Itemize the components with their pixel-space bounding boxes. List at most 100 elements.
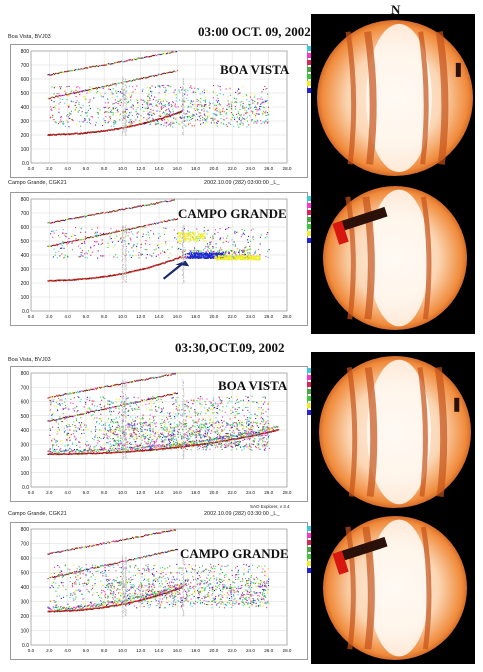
x-tick-label: 22.0: [228, 166, 237, 171]
panel-header-right: 2002.10.09 (282) 03:00:00 _L_: [204, 180, 280, 186]
y-tick-label: 700: [21, 211, 30, 217]
x-tick-label: 28.0: [283, 314, 292, 319]
x-tick-label: 2.0: [46, 648, 53, 653]
y-tick-label: 500: [21, 414, 30, 420]
location-label: BOA VISTA: [220, 62, 290, 77]
mask-marker: [455, 62, 461, 77]
x-tick-label: 4.0: [64, 314, 71, 319]
plasma-bubble-streak: [435, 31, 449, 165]
y-tick-label: 0.0: [22, 309, 29, 315]
x-tick-label: 16.0: [173, 648, 182, 653]
y-tick-label: 300: [21, 442, 30, 448]
y-tick-label: 100: [21, 295, 30, 301]
ionogram-plot: 800 700 600 500 400 300 200 100 0.00.0 2.0 4.0 6.0 8…: [21, 527, 292, 653]
y-tick-label: 0.0: [22, 485, 29, 491]
y-tick-label: 300: [21, 267, 30, 273]
x-tick-label: 10.0: [118, 314, 127, 319]
x-tick-label: 10.0: [118, 166, 127, 171]
x-tick-label: 24.0: [246, 648, 255, 653]
plasma-bubble-streak: [362, 196, 375, 320]
y-tick-label: 700: [21, 63, 30, 69]
x-tick-label: 12.0: [136, 490, 145, 495]
time-title: 03:00 OCT. 09, 2002: [198, 24, 311, 39]
y-tick-label: 400: [21, 428, 30, 434]
location-label: CAMPO GRANDE: [180, 546, 289, 561]
x-tick-label: 20.0: [209, 648, 218, 653]
y-tick-label: 700: [21, 385, 30, 391]
panel-header-left: Campo Grande, CGK21: [8, 511, 67, 517]
x-tick-label: 0.0: [28, 490, 35, 495]
x-tick-label: 0.0: [28, 166, 35, 171]
x-tick-label: 6.0: [83, 648, 90, 653]
x-tick-label: 8.0: [101, 166, 108, 171]
airglow-image: [317, 20, 473, 176]
y-tick-label: 400: [21, 253, 30, 259]
arrow-line: [162, 262, 184, 280]
ionogram-panel: 800 700 600 500 400 300 200 100 0.0 0.0 2.0 4.0 6.0 8…: [10, 522, 308, 660]
airglow-image: [323, 186, 467, 330]
x-tick-label: 22.0: [228, 314, 237, 319]
x-tick-label: 14.0: [155, 648, 164, 653]
ionogram-panel: 800 700 600 500 400 300 200 100 0.0 0.0 2.0 4.0 6.0 8…: [10, 192, 308, 326]
y-tick-label: 200: [21, 281, 30, 287]
plasma-bubble-streak: [362, 526, 375, 650]
ionogram-panel: 800 700 600 500 400 300 200 100 0.0 0.0 2.0 4.0 6.0 8…: [10, 44, 308, 178]
y-tick-label: 0.0: [22, 161, 29, 167]
y-tick-label: 300: [21, 119, 30, 125]
x-tick-label: 26.0: [264, 314, 273, 319]
ionogram-plot: 800 700 600 500 400 300 200 100 0.00.0 2.0 4.0 6.0 8…: [21, 371, 292, 495]
location-label: BOA VISTA: [218, 378, 288, 393]
x-tick-label: 22.0: [228, 648, 237, 653]
all-sky-image: [311, 352, 475, 512]
x-tick-label: 18.0: [191, 314, 200, 319]
y-tick-label: 300: [21, 600, 30, 606]
x-tick-label: 10.0: [118, 490, 127, 495]
ionogram-panel: 800 700 600 500 400 300 200 100 0.0 0.0 2.0 4.0 6.0 8…: [10, 366, 308, 502]
x-tick-label: 22.0: [228, 490, 237, 495]
all-sky-image: [311, 14, 475, 182]
ionogram-plot: 800 700 600 500 400 300 200 100 0.00.0 2.0 4.0 6.0 8…: [21, 197, 292, 319]
x-tick-label: 20.0: [209, 490, 218, 495]
x-tick-label: 0.0: [28, 314, 35, 319]
airglow-image: [319, 356, 471, 508]
airglow-band: [367, 359, 431, 505]
y-tick-label: 400: [21, 585, 30, 591]
y-tick-label: 800: [21, 527, 30, 533]
panel-header-left: Boa Vista, BVJ03: [8, 357, 51, 363]
x-tick-label: 14.0: [155, 314, 164, 319]
x-tick-label: 18.0: [191, 166, 200, 171]
x-tick-label: 16.0: [173, 166, 182, 171]
time-title: 03:30,OCT.09, 2002: [175, 340, 285, 355]
x-tick-label: 2.0: [46, 314, 53, 319]
north-label: N: [391, 2, 401, 17]
y-tick-label: 800: [21, 197, 30, 203]
mask-bar: [336, 536, 388, 563]
x-tick-label: 28.0: [283, 490, 292, 495]
panel-header-right: 2002.10.09 (282) 03:30:00 _L_: [204, 511, 280, 517]
x-tick-label: 24.0: [246, 166, 255, 171]
x-tick-label: 4.0: [64, 166, 71, 171]
y-tick-label: 600: [21, 556, 30, 562]
y-tick-label: 500: [21, 239, 30, 245]
airglow-band: [368, 189, 430, 327]
x-tick-label: 20.0: [209, 166, 218, 171]
plasma-bubble-streak: [418, 31, 429, 165]
all-sky-image: [311, 182, 475, 334]
x-tick-label: 28.0: [283, 166, 292, 171]
x-tick-label: 0.0: [28, 648, 35, 653]
panel-header-left: Boa Vista, BVJ03: [8, 34, 51, 40]
y-tick-label: 600: [21, 225, 30, 231]
plasma-bubble-streak: [346, 367, 358, 497]
x-tick-label: 16.0: [173, 314, 182, 319]
y-tick-label: 800: [21, 371, 30, 377]
plasma-bubble-streak: [364, 366, 378, 498]
mask-marker: [332, 550, 349, 575]
y-tick-label: 200: [21, 457, 30, 463]
x-tick-label: 26.0: [264, 166, 273, 171]
mask-bar: [336, 206, 388, 233]
x-tick-label: 28.0: [283, 648, 292, 653]
x-tick-label: 20.0: [209, 314, 218, 319]
plasma-bubble-streak: [364, 31, 377, 165]
plasma-bubble-streak: [417, 367, 428, 497]
ionogram-plot: 800 700 600 500 400 300 200 100 0.00.0 2.0 4.0 6.0 8…: [21, 49, 292, 171]
